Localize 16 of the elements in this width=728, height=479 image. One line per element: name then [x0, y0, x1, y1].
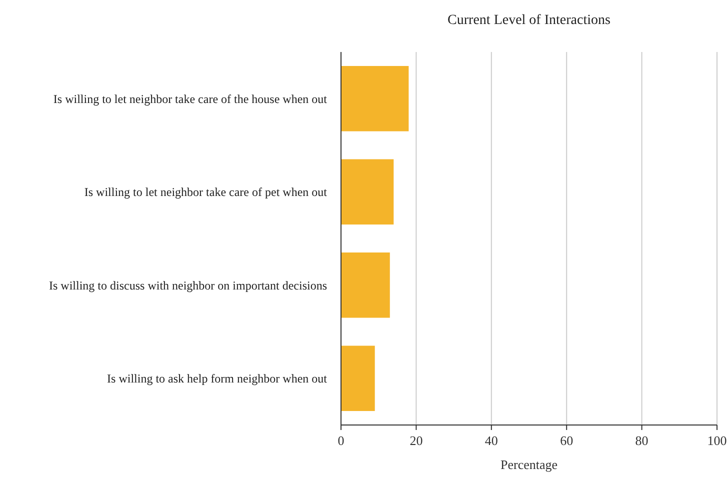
bar: [341, 159, 394, 225]
x-tick-label: 80: [635, 433, 648, 448]
bar: [341, 66, 409, 132]
x-tick-label: 60: [560, 433, 574, 448]
x-tick-label: 20: [410, 433, 423, 448]
x-axis-title: Percentage: [500, 457, 558, 472]
bar: [341, 252, 390, 318]
chart-title: Current Level of Interactions: [448, 13, 610, 28]
y-tick-label: Is willing to ask help form neighbor when out: [107, 372, 328, 386]
x-tick-label: 40: [484, 433, 498, 448]
y-tick-label: Is willing to discuss with neighbor on important decisions: [49, 278, 328, 292]
bar: [341, 346, 375, 412]
x-tick-label: 100: [707, 433, 727, 448]
y-tick-label: Is willing to let neighbor take care of the house when out: [53, 92, 328, 106]
x-tick-label: 0: [338, 433, 344, 448]
y-tick-label: Is willing to let neighbor take care of pet when out: [84, 185, 328, 200]
